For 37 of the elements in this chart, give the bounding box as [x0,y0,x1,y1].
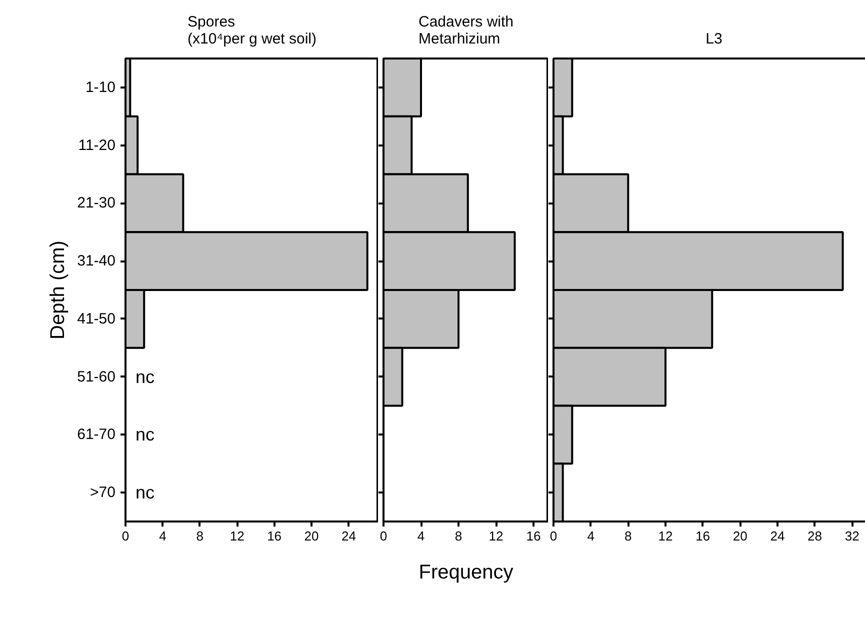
x-tick-label: 8 [454,528,462,544]
x-tick-label: 0 [550,528,558,544]
x-tick-label: 8 [624,528,632,544]
y-tick-label: 51-60 [77,368,116,386]
x-tick-label: 4 [587,528,594,544]
annotation: nc [136,482,155,503]
x-tick-label: 16 [526,528,541,544]
x-tick-label: 32 [844,528,860,544]
y-tick-label: 61-70 [77,426,116,444]
x-tick-label: 12 [230,528,244,544]
annotation: nc [136,366,155,387]
x-tick-label: 20 [304,528,319,544]
chart-title: Cadavers with Metarhizium [418,14,514,48]
x-tick-label: 4 [417,528,425,544]
chart-title: Spores (x10⁴per g wet soil) [188,14,317,48]
x-tick-label: 4 [159,528,166,544]
x-tick-label: 12 [658,528,673,544]
x-tick-label: 0 [122,528,130,544]
y-tick-label: 21-30 [77,194,116,212]
x-tick-label: 20 [732,528,748,544]
y-tick-label: >70 [90,484,116,502]
chart-title: L3 [706,30,722,48]
y-tick-label: 11-20 [78,136,116,154]
y-tick-label: 41-50 [77,310,116,328]
x-tick-label: 12 [488,528,504,544]
x-tick-label: 24 [342,528,356,544]
x-axis-title: Frequency [418,562,514,584]
y-tick-label: 1-10 [85,78,116,96]
y-axis-title: Depth (cm) [47,240,70,340]
annotation: nc [136,424,155,445]
x-tick-label: 16 [696,528,710,544]
x-tick-label: 28 [808,528,822,544]
x-tick-label: 8 [196,528,204,544]
y-tick-label: 31-40 [77,252,116,270]
x-tick-label: 0 [380,528,388,544]
x-tick-label: 24 [770,528,785,544]
x-tick-label: 16 [267,528,282,544]
